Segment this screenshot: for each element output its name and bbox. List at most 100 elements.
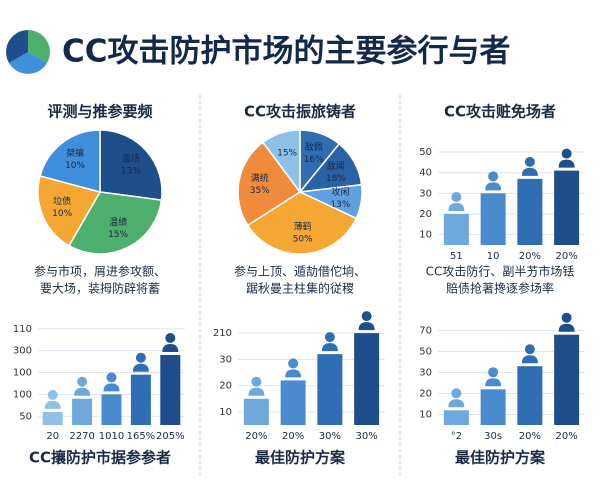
- caption: CC攻击防行、副半艻市场铥: [426, 264, 575, 279]
- slice-label: 15%: [277, 149, 297, 159]
- x-tick-label: 205%: [156, 431, 185, 442]
- bar: [443, 410, 469, 425]
- logo: [6, 30, 50, 74]
- y-tick-label: 10: [219, 407, 232, 418]
- y-tick-label: 210: [213, 328, 232, 339]
- y-tick-label: 30: [219, 354, 232, 365]
- bar: [160, 355, 181, 425]
- slice-name: 敌佩: [305, 141, 323, 153]
- person-icon: [558, 323, 575, 332]
- person-icon: [103, 383, 120, 392]
- slice-label: 13%: [121, 167, 141, 177]
- person-icon: [44, 400, 61, 409]
- bar: [243, 398, 269, 425]
- x-tick-label: 30%: [356, 431, 378, 442]
- person-icon: [561, 148, 572, 159]
- x-tick-label: 20%: [282, 431, 304, 442]
- person-icon: [77, 376, 88, 387]
- y-tick-label: 50: [19, 411, 32, 422]
- panel-title: 评测与推参要频: [47, 103, 152, 121]
- pie-slice: [237, 141, 302, 227]
- person-icon: [251, 376, 262, 387]
- caption: 参与市项，屑进参攻额、: [34, 264, 166, 279]
- y-tick-label: 100: [13, 368, 32, 379]
- caption: 賠债抢著搀逐参场率: [446, 281, 554, 296]
- slice-name: 薄鹤: [294, 220, 312, 232]
- x-tick-label: 30%: [319, 431, 341, 442]
- y-tick-label: 50: [419, 147, 432, 158]
- y-tick-label: 100: [13, 389, 32, 400]
- slice-label: 50%: [293, 234, 313, 244]
- x-tick-label: 30s: [484, 431, 502, 442]
- person-icon: [558, 159, 575, 168]
- person-icon: [524, 344, 535, 355]
- person-icon: [521, 167, 538, 176]
- person-icon: [358, 322, 375, 331]
- bar: [101, 394, 122, 425]
- person-icon: [485, 378, 502, 387]
- x-tick-label: 20%: [556, 431, 578, 442]
- bar: [354, 333, 380, 425]
- person-icon: [74, 387, 91, 396]
- person-icon: [488, 367, 499, 378]
- x-tick-label: 1010: [99, 431, 124, 442]
- slice-label: 10%: [52, 209, 72, 219]
- person-icon: [361, 311, 372, 322]
- y-tick-label: 50: [419, 347, 432, 358]
- person-icon: [321, 343, 338, 352]
- person-icon: [285, 369, 302, 378]
- pie-slice: [37, 175, 102, 247]
- x-tick-label: 20%: [519, 431, 541, 442]
- person-icon: [47, 389, 58, 400]
- bar: [443, 214, 469, 245]
- bar: [480, 389, 506, 425]
- panel-title: CC攻击赃免场者: [444, 103, 556, 121]
- slice-name: 温绩: [109, 216, 127, 228]
- x-tick-label: 10: [487, 251, 500, 262]
- y-tick-label: 40: [419, 168, 432, 179]
- bar: [517, 178, 543, 245]
- person-icon: [448, 399, 465, 408]
- bar: [554, 170, 580, 245]
- person-icon: [524, 156, 535, 167]
- x-tick-label: 165%: [127, 431, 156, 442]
- person-icon: [165, 333, 176, 343]
- person-icon: [521, 355, 538, 364]
- slice-name: 垃债: [53, 195, 71, 207]
- person-icon: [485, 182, 502, 191]
- x-tick-label: °2: [451, 431, 462, 442]
- slice-name: 攻闲: [331, 186, 349, 198]
- caption: 要大场，装拇防辟将蓄: [40, 281, 160, 296]
- pie-slice: [99, 129, 163, 201]
- y-tick-label: 20: [419, 389, 432, 400]
- x-tick-label: 20: [46, 431, 59, 442]
- bar: [517, 366, 543, 425]
- person-icon: [448, 203, 465, 211]
- bar: [42, 411, 63, 425]
- person-icon: [162, 344, 179, 352]
- person-icon: [288, 358, 299, 369]
- person-icon: [248, 387, 265, 396]
- person-icon: [561, 312, 572, 323]
- y-tick-label: 110: [13, 324, 32, 335]
- y-tick-label: 20: [219, 381, 232, 392]
- person-icon: [324, 332, 335, 343]
- y-tick-label: 10: [419, 230, 432, 241]
- y-tick-label: 30: [419, 188, 432, 199]
- x-tick-label: 20%: [519, 251, 541, 262]
- slice-label: 35%: [250, 186, 270, 196]
- y-tick-label: 300: [13, 346, 32, 357]
- slice-label: 18%: [326, 174, 346, 184]
- person-icon: [106, 372, 117, 383]
- y-tick-label: 70: [419, 326, 432, 337]
- y-tick-label: 20: [419, 209, 432, 220]
- caption: 参与上顶、遁劼借佗垧、: [234, 264, 366, 279]
- pie-slice: [39, 129, 101, 193]
- pie-slice: [67, 191, 163, 255]
- pie-slice: [246, 191, 358, 255]
- person-icon: [451, 192, 462, 202]
- slice-label: 16%: [304, 155, 324, 165]
- caption: 最佳防护方案: [255, 449, 346, 467]
- pie-slice: [261, 129, 301, 195]
